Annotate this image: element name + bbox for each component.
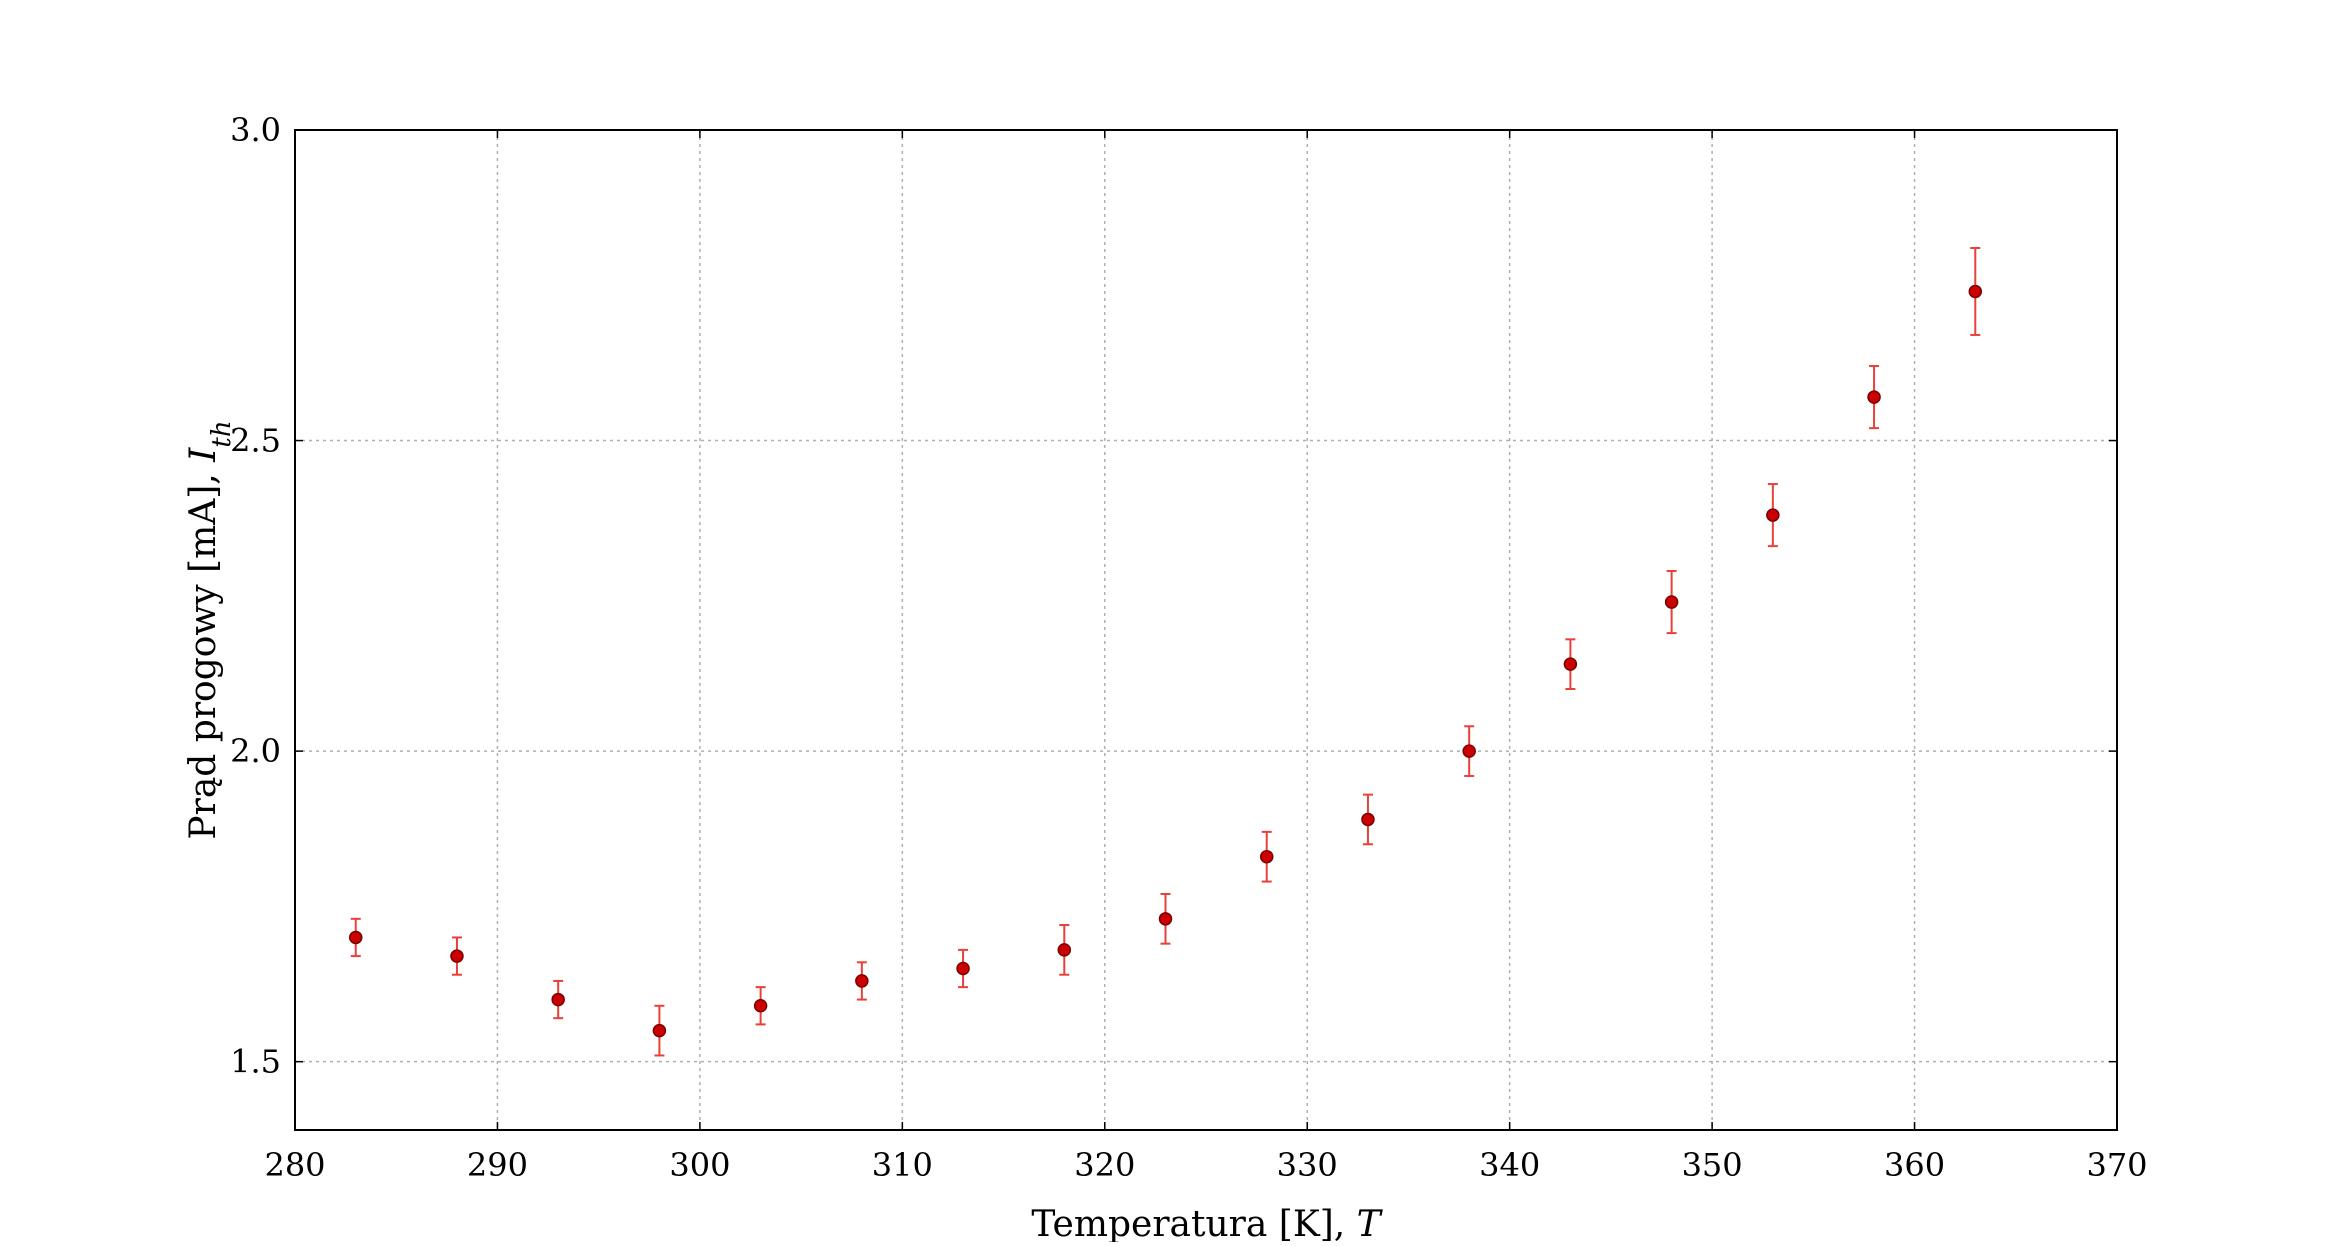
- data-point: [1664, 595, 1679, 609]
- data-point-group: [1462, 725, 1476, 777]
- data-point: [956, 961, 970, 976]
- data-point: [1766, 508, 1780, 522]
- plot-frame: [294, 129, 2118, 1131]
- data-point-group: [1057, 924, 1072, 976]
- grid: [295, 130, 2117, 1130]
- data-points: [348, 247, 1983, 1057]
- data-point: [450, 949, 464, 963]
- data-point: [1057, 943, 1072, 957]
- data-point-group: [1361, 793, 1375, 846]
- data-point-group: [956, 948, 970, 989]
- data-point: [652, 1023, 667, 1038]
- data-point-group: [1158, 892, 1173, 945]
- y-tick-labels: 1.5 2.0 2.5 3.0: [230, 111, 281, 1081]
- data-point: [855, 974, 869, 988]
- data-point-group: [753, 986, 768, 1026]
- x-tick-label: 290: [467, 1146, 528, 1184]
- y-axis-label-subscript: th: [207, 420, 237, 447]
- y-axis-label: Prąd progowy [mA], Ith: [183, 420, 237, 839]
- data-point: [1867, 390, 1881, 404]
- y-tick-label: 2.0: [230, 732, 281, 770]
- y-tick-label: 2.5: [230, 422, 281, 460]
- axis-ticks: [294, 129, 2118, 1130]
- x-tick-label: 370: [2086, 1146, 2147, 1184]
- data-point-group: [348, 917, 363, 958]
- data-point: [1563, 657, 1578, 671]
- data-point: [551, 992, 565, 1007]
- data-point: [1462, 744, 1476, 758]
- y-tick-label: 1.5: [230, 1043, 281, 1081]
- x-axis-label: Temperatura [K], T: [1031, 1204, 1383, 1242]
- x-tick-labels: 280 290 300 310 320 330 340 350 360 370: [264, 1146, 2147, 1184]
- data-point-group: [1664, 569, 1679, 635]
- data-point-group: [1968, 247, 1983, 336]
- x-tick-label: 360: [1884, 1146, 1945, 1184]
- y-axis-label-symbol: I: [183, 447, 224, 463]
- data-point-group: [1766, 483, 1780, 548]
- y-tick-label: 3.0: [230, 111, 281, 149]
- x-tick-label: 280: [264, 1146, 325, 1184]
- x-tick-label: 340: [1479, 1146, 1540, 1184]
- x-tick-label: 330: [1277, 1146, 1338, 1184]
- data-point-group: [551, 979, 565, 1020]
- x-axis-label-text: Temperatura [K],: [1031, 1204, 1356, 1242]
- data-point: [348, 930, 363, 945]
- data-point: [753, 999, 768, 1013]
- data-point: [1259, 849, 1274, 864]
- data-point-group: [1259, 830, 1274, 883]
- data-point-group: [1867, 365, 1881, 430]
- data-point-group: [652, 1004, 667, 1057]
- data-point-group: [855, 961, 869, 1001]
- x-axis-label-symbol: T: [1357, 1204, 1384, 1242]
- x-tick-label: 320: [1074, 1146, 1135, 1184]
- data-point-group: [450, 936, 464, 976]
- data-point: [1968, 284, 1983, 299]
- data-point-group: [1563, 638, 1578, 691]
- data-point: [1158, 912, 1173, 926]
- x-tick-label: 350: [1682, 1146, 1743, 1184]
- x-tick-label: 310: [872, 1146, 933, 1184]
- x-tick-label: 300: [669, 1146, 730, 1184]
- data-point: [1361, 812, 1375, 827]
- y-axis-label-text: Prąd progowy [mA],: [183, 462, 224, 840]
